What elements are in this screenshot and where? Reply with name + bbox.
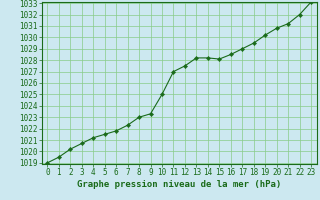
X-axis label: Graphe pression niveau de la mer (hPa): Graphe pression niveau de la mer (hPa) [77, 180, 281, 189]
